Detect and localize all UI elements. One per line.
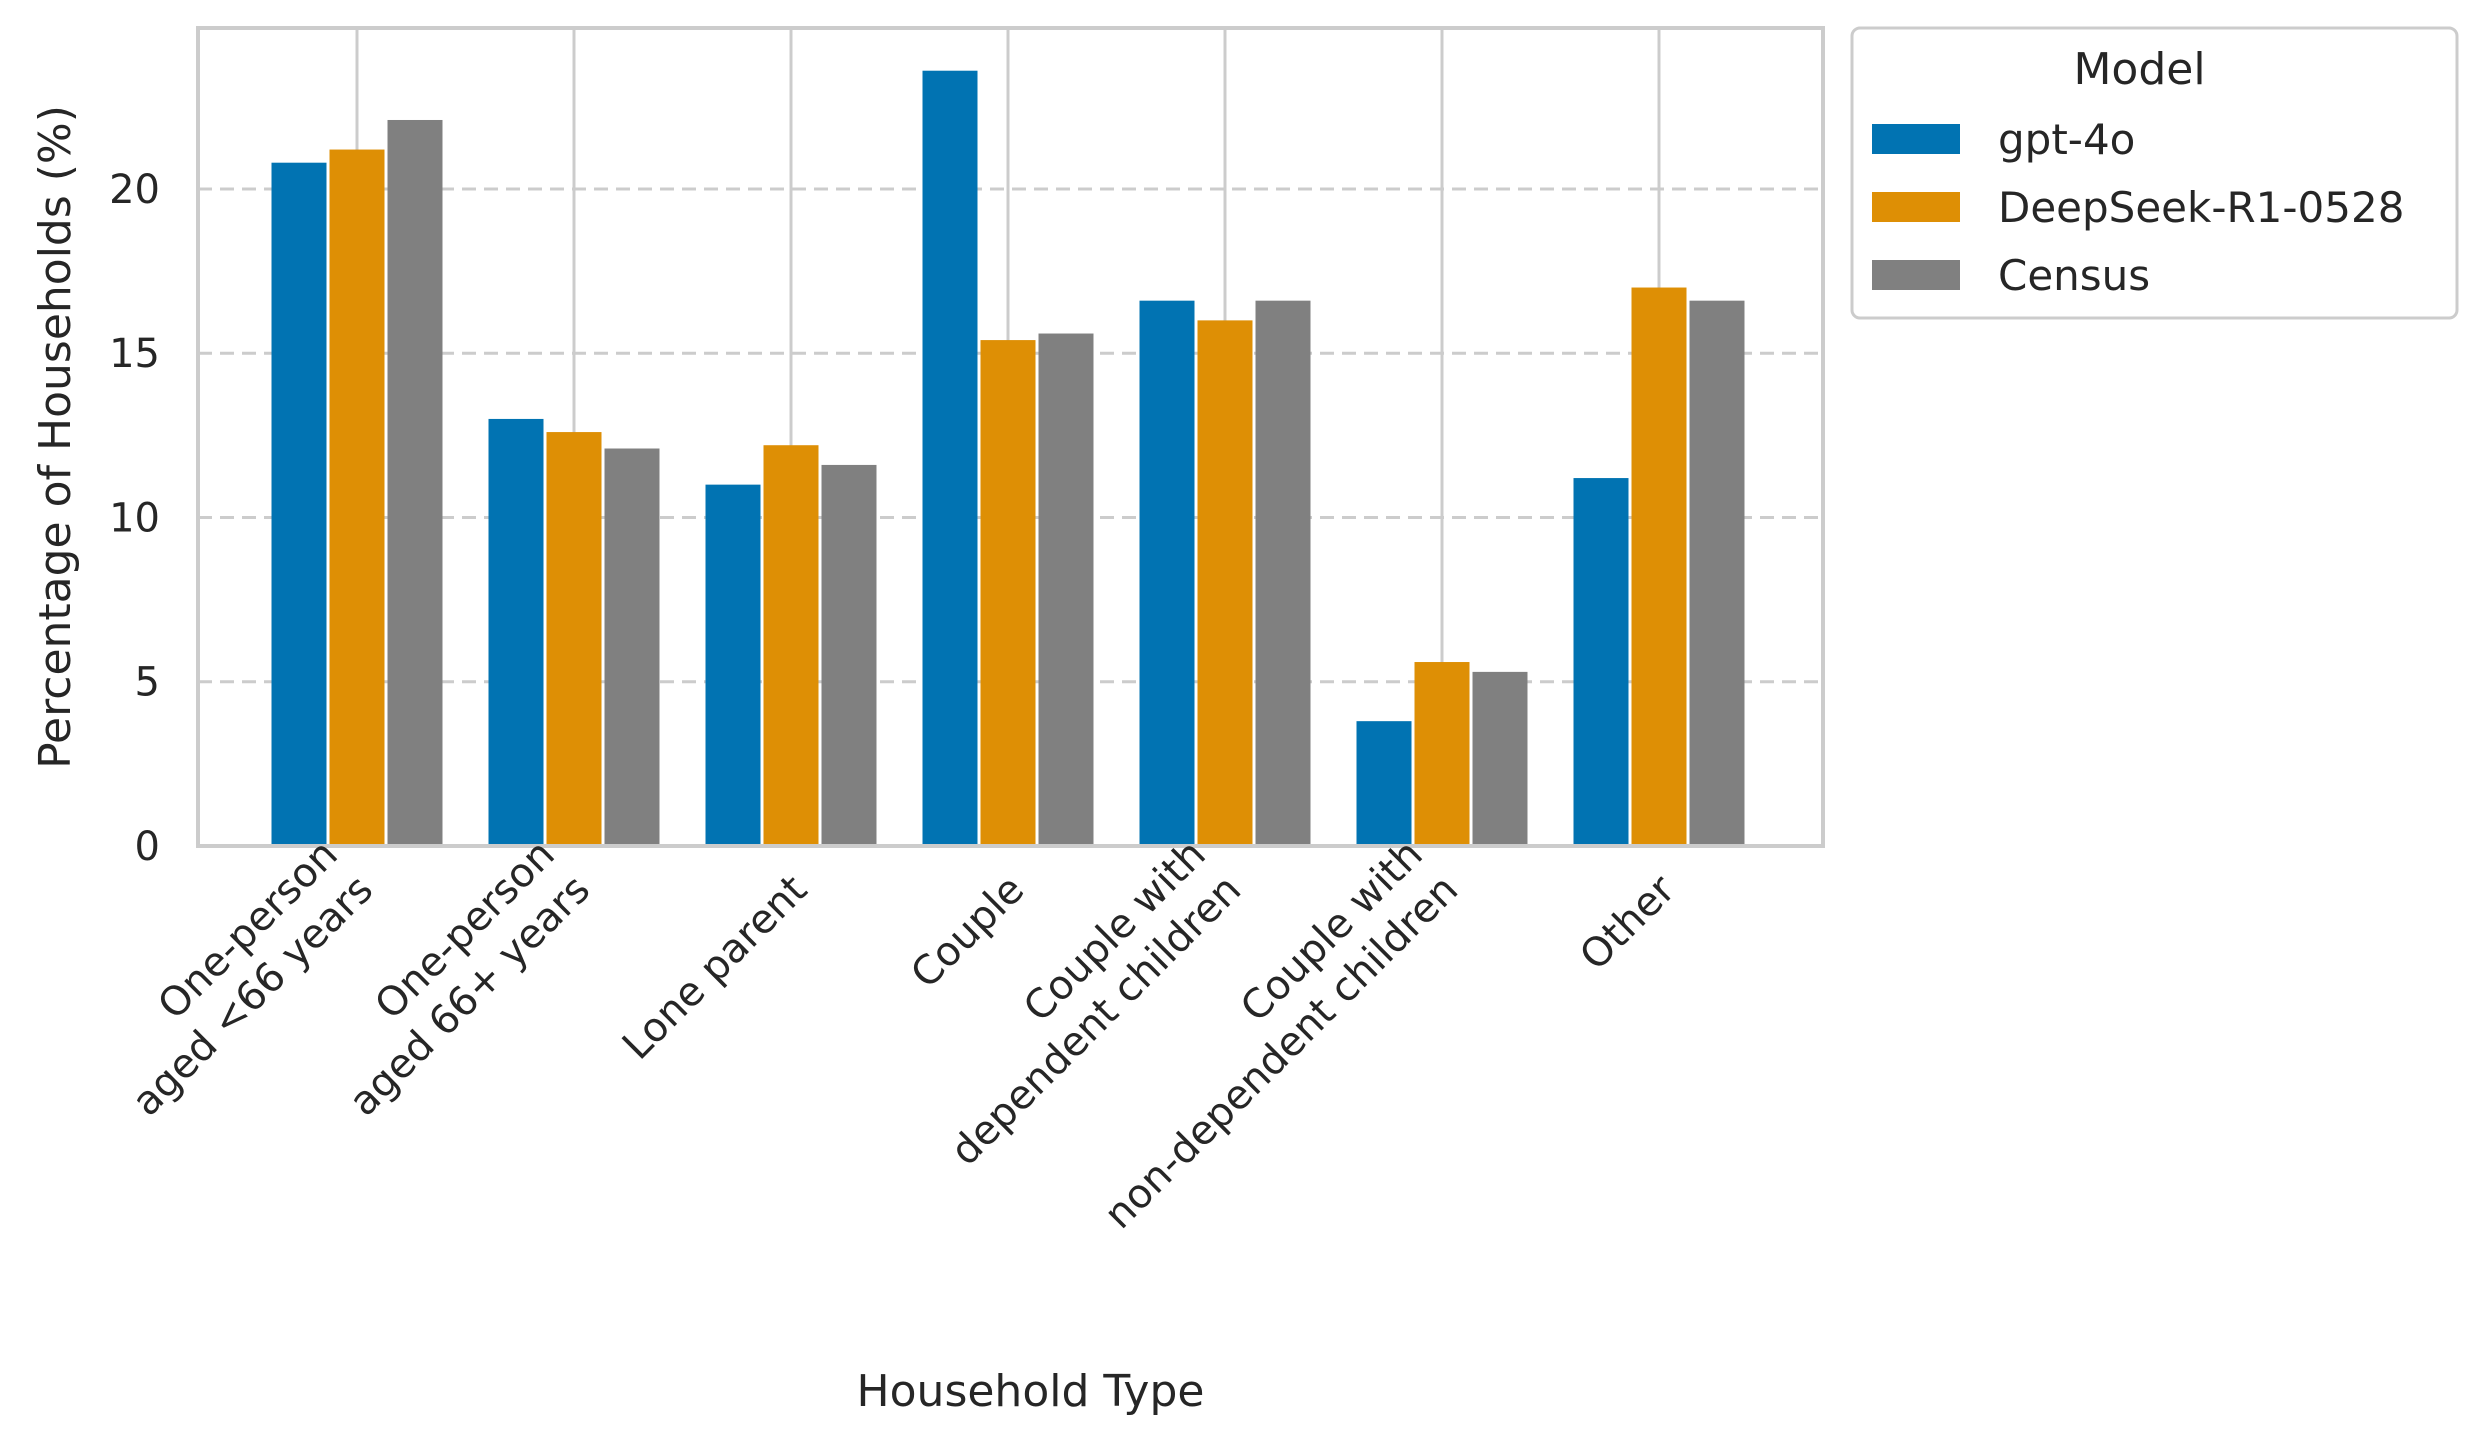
bar-deepseek-r1-0528 [763, 445, 819, 846]
bar-census [387, 119, 443, 846]
y-tick-label: 0 [135, 824, 160, 870]
bar-deepseek-r1-0528 [1197, 320, 1253, 846]
legend-entry-label: DeepSeek-R1-0528 [1998, 183, 2404, 232]
bar-census [1472, 671, 1528, 846]
bar-gpt-4o [1356, 721, 1412, 846]
legend-swatch [1872, 260, 1960, 290]
bar-census [1255, 300, 1311, 847]
bar-gpt-4o [922, 70, 978, 846]
bar-gpt-4o [271, 162, 327, 846]
plot-frame [196, 26, 1825, 848]
bar-census [1038, 333, 1094, 846]
y-axis-title: Percentage of Households (%) [30, 105, 81, 769]
bar-gpt-4o [1139, 300, 1195, 847]
x-axis-title: Household Type [857, 1366, 1205, 1417]
y-tick-label: 5 [135, 660, 160, 706]
legend-items: gpt-4o DeepSeek-R1-0528 Census [1872, 115, 2404, 300]
y-tick-label: 15 [109, 331, 160, 377]
bar-census [1689, 300, 1745, 847]
bar-census [821, 464, 877, 846]
legend-swatch [1872, 124, 1960, 154]
bar-layer [271, 70, 1745, 847]
x-tick-label: Other [1571, 866, 1684, 979]
y-tick-label: 20 [109, 167, 160, 213]
x-tick-label: One-personaged <66 years [88, 831, 382, 1125]
bar-deepseek-r1-0528 [1631, 287, 1687, 846]
bar-deepseek-r1-0528 [329, 149, 385, 847]
legend-entry-label: Census [1998, 251, 2150, 300]
legend-box [1850, 26, 2459, 320]
y-tick-labels: 0 5 10 15 20 [109, 167, 160, 870]
y-tick-label: 10 [109, 495, 160, 541]
legend-entry-label: gpt-4o [1998, 115, 2135, 164]
bar-gpt-4o [1573, 478, 1629, 846]
bar-deepseek-r1-0528 [980, 340, 1036, 846]
bar-gpt-4o [488, 418, 544, 846]
bar-deepseek-r1-0528 [546, 432, 602, 846]
legend-swatch [1872, 192, 1960, 222]
legend: Model gpt-4o DeepSeek-R1-0528 Census [1850, 26, 2459, 320]
bar-gpt-4o [705, 484, 761, 846]
legend-title: Model [2073, 44, 2205, 95]
x-tick-label: Lone parent [614, 867, 816, 1069]
bar-deepseek-r1-0528 [1414, 662, 1470, 846]
x-tick-label: Couple [902, 867, 1033, 998]
bar-census [604, 448, 660, 846]
